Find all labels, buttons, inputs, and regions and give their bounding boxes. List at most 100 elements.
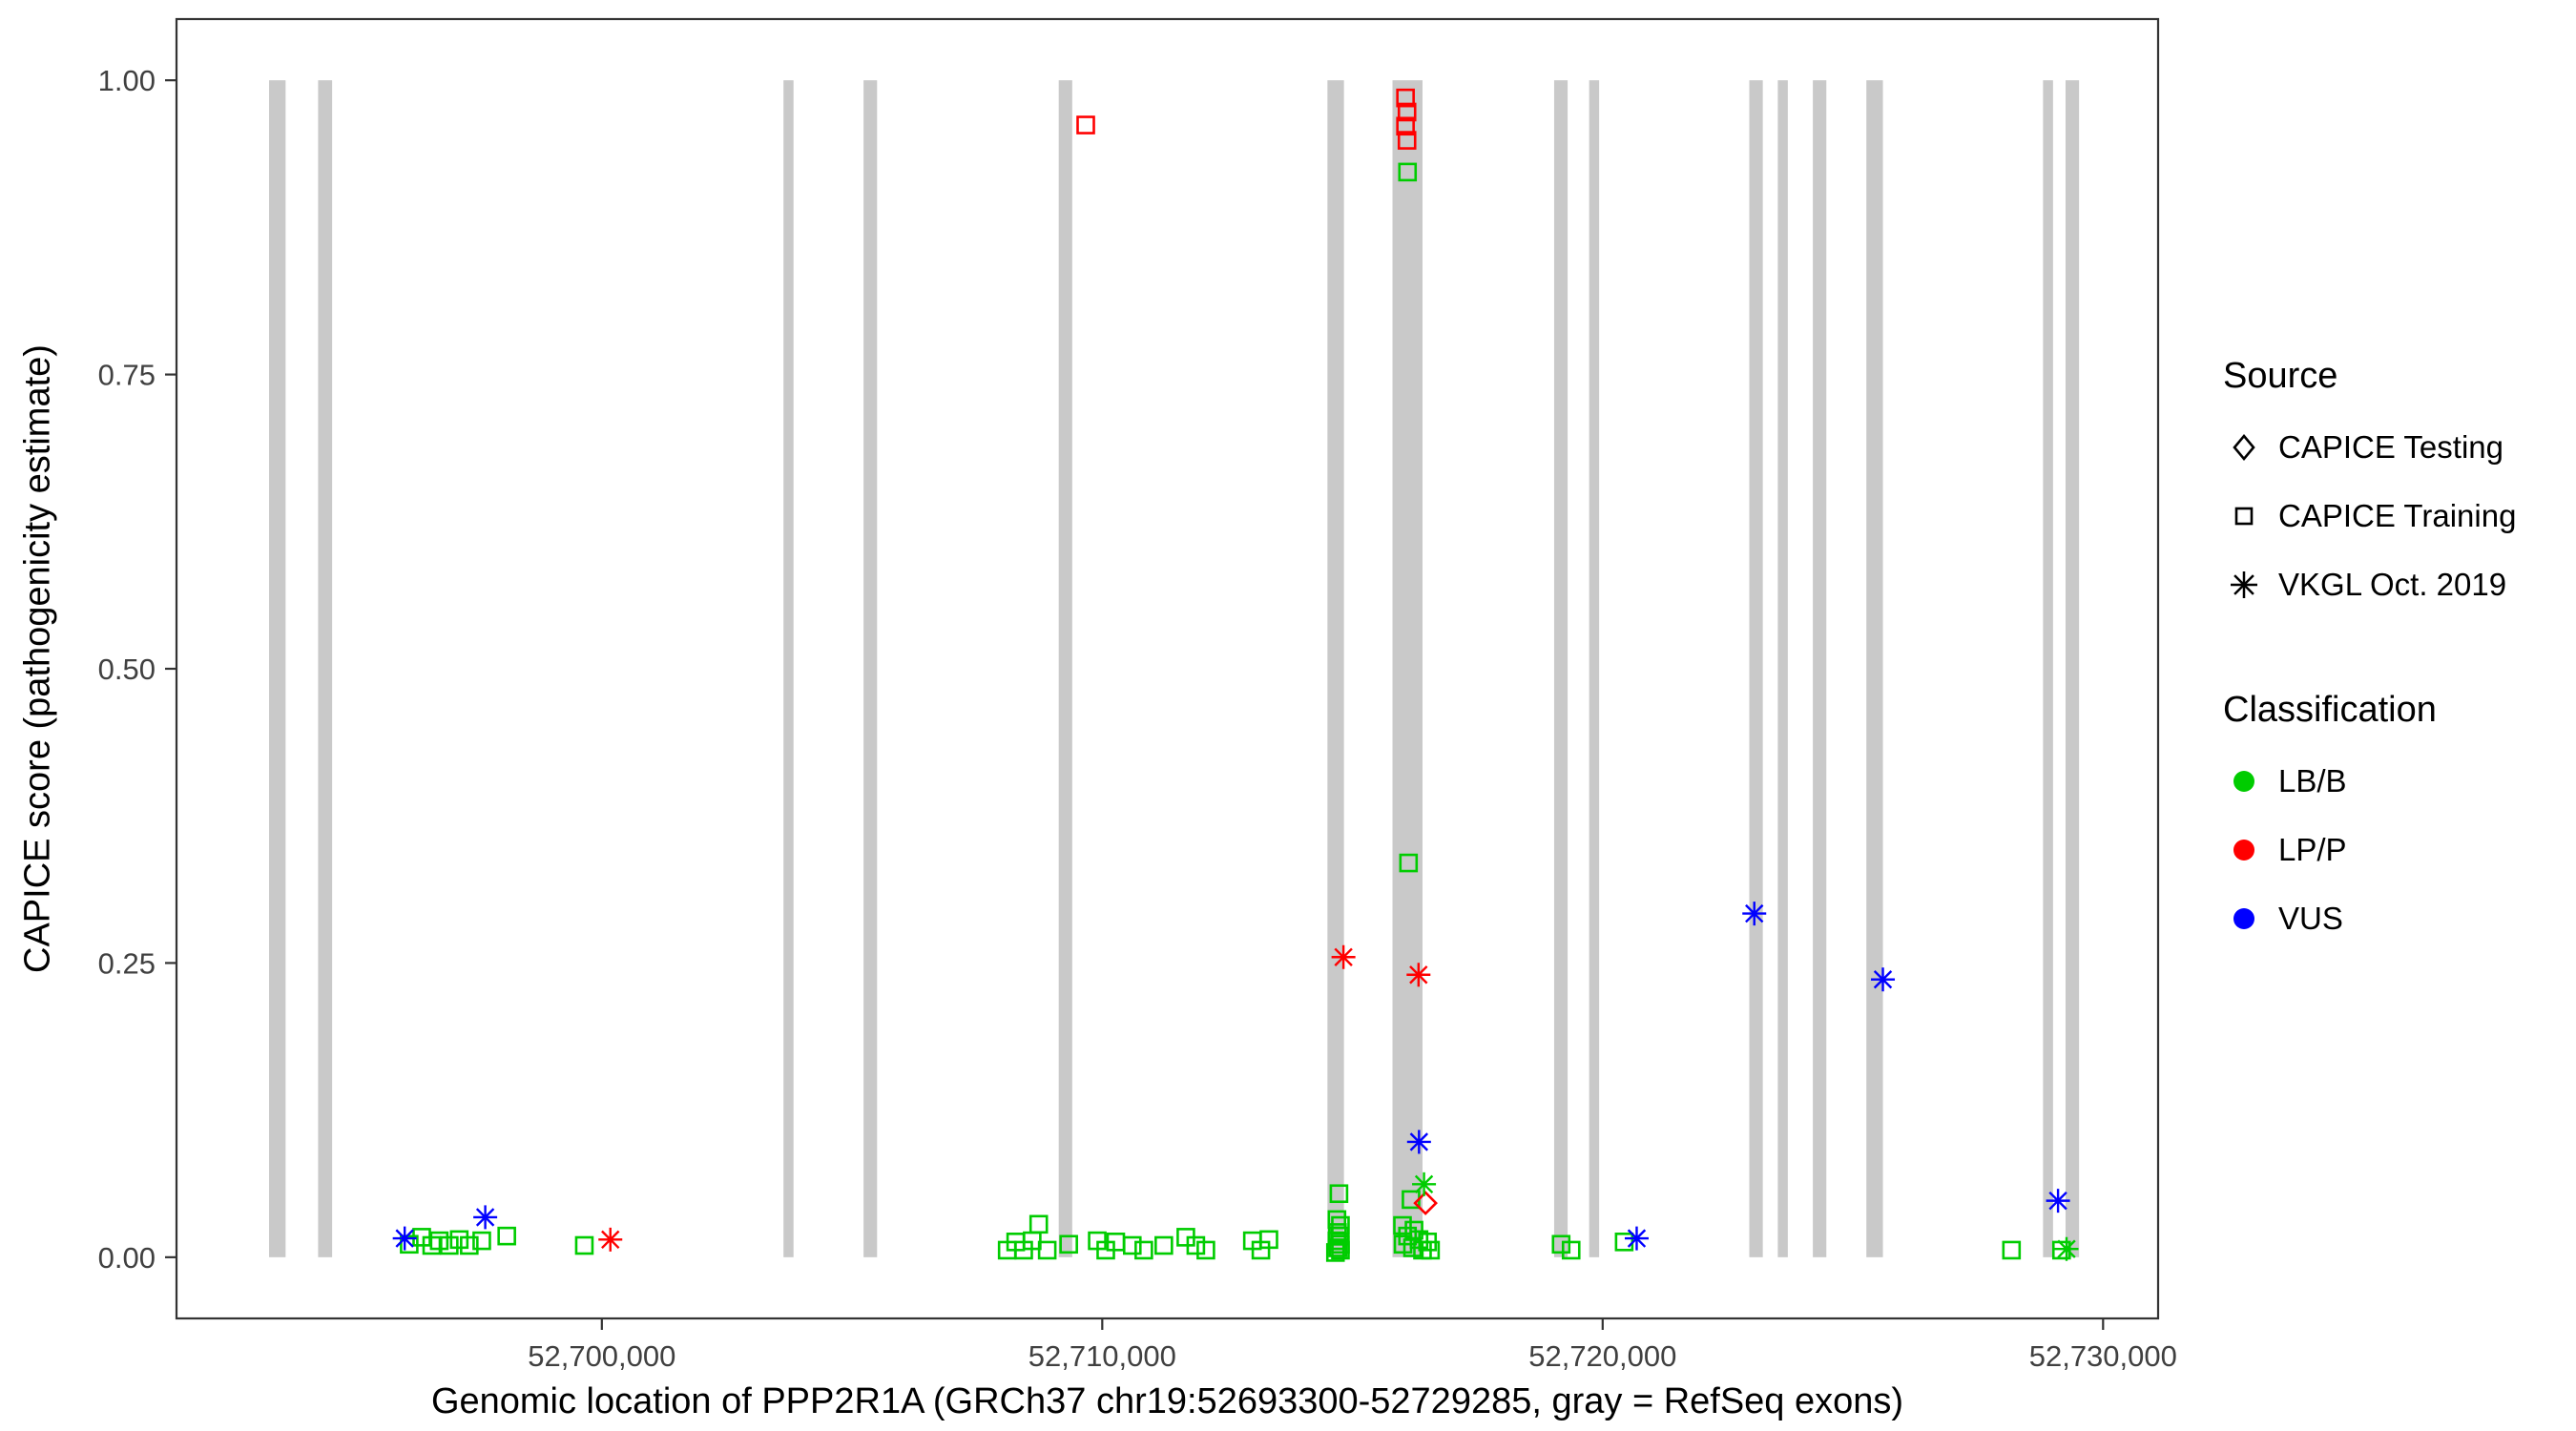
exon-bar <box>2065 80 2080 1257</box>
data-point-square <box>1122 1235 1142 1255</box>
legend-group-classification: Classification LB/B LP/P <box>2223 687 2566 941</box>
y-tick-label: 0.50 <box>98 653 156 686</box>
data-point-square <box>574 1235 594 1255</box>
green-dot-icon <box>2223 760 2265 802</box>
data-point-square <box>440 1235 459 1255</box>
data-point-square <box>1037 1240 1057 1260</box>
data-point-square <box>1399 853 1419 873</box>
blue-dot-icon <box>2223 898 2265 940</box>
data-point-square <box>497 1226 516 1246</box>
exon-bar <box>1553 80 1568 1257</box>
exon-bar <box>863 80 878 1257</box>
legend-group-source: Source CAPICE Testing CAPICE Training <box>2223 353 2566 607</box>
data-point-asterisk-ray <box>2057 1239 2076 1258</box>
data-point-diamond <box>1413 1191 1438 1215</box>
data-point-square <box>1186 1235 1206 1255</box>
exon-bar <box>783 80 794 1257</box>
y-tick-label: 0.75 <box>98 359 156 392</box>
y-tick-label: 0.25 <box>98 946 156 980</box>
diamond-shape-icon <box>2223 426 2265 468</box>
legend-item-lbb: LB/B <box>2223 759 2566 803</box>
data-point-square <box>1551 1234 1571 1255</box>
data-point-square <box>1393 1234 1413 1255</box>
data-point-square <box>1325 1243 1345 1262</box>
data-point-square <box>1396 88 1415 108</box>
data-point-asterisk-ray <box>395 1229 414 1248</box>
legend-item-capice-testing: CAPICE Testing <box>2223 425 2566 469</box>
data-point-asterisk-ray <box>1745 903 1764 923</box>
x-tick-label: 52,710,000 <box>1028 1339 1176 1373</box>
legend-label-capice-training: CAPICE Training <box>2278 498 2517 533</box>
data-point-asterisk-ray <box>475 1208 495 1227</box>
legend-label-vus: VUS <box>2278 901 2343 936</box>
legend-label-capice-testing: CAPICE Testing <box>2278 429 2503 465</box>
x-tick-label: 52,700,000 <box>528 1339 675 1373</box>
data-point-asterisk-ray <box>2048 1191 2067 1211</box>
exon-bar <box>1866 80 1883 1257</box>
legend-item-lpp: LP/P <box>2223 828 2566 872</box>
data-point-square <box>1059 1234 1078 1255</box>
data-point-square <box>1259 1230 1278 1250</box>
legend-label-lpp: LP/P <box>2278 832 2347 867</box>
data-point-square <box>429 1231 449 1251</box>
exon-bar <box>1058 80 1072 1257</box>
data-point-square <box>1329 1184 1349 1204</box>
data-point-square <box>1393 1215 1412 1235</box>
data-point-square <box>1404 1220 1423 1240</box>
data-point-asterisk-ray <box>1409 965 1428 985</box>
data-point-square <box>1397 102 1417 122</box>
y-tick-label: 0.00 <box>98 1241 156 1275</box>
data-point-square <box>1196 1240 1215 1260</box>
data-point-square <box>1134 1240 1153 1260</box>
data-point-square <box>1328 1238 1348 1257</box>
data-point-square <box>1614 1233 1634 1252</box>
asterisk-shape-icon <box>2223 564 2265 606</box>
exon-bar <box>1813 80 1827 1257</box>
x-tick-label: 52,720,000 <box>1528 1339 1676 1373</box>
legend-classification-title: Classification <box>2223 690 2437 730</box>
data-point-square <box>1398 162 1418 182</box>
data-point-asterisk-ray <box>601 1230 620 1250</box>
legend-item-vus: VUS <box>2223 897 2566 941</box>
red-dot-icon <box>2223 829 2265 871</box>
legend-label-vkgl: VKGL Oct. 2019 <box>2278 567 2507 602</box>
legend-item-vkgl: VKGL Oct. 2019 <box>2223 563 2566 607</box>
legend-label-lbb: LB/B <box>2278 763 2347 798</box>
legend-item-capice-training: CAPICE Training <box>2223 494 2566 538</box>
data-point-asterisk-ray <box>1627 1229 1647 1248</box>
data-point-square <box>1421 1240 1441 1260</box>
x-axis-title: Genomic location of PPP2R1A (GRCh37 chr1… <box>430 1381 1904 1421</box>
exon-bar <box>2043 80 2053 1257</box>
exon-bar <box>1749 80 1763 1257</box>
data-point-square <box>1331 1240 1350 1260</box>
exon-bar <box>1589 80 1600 1257</box>
exon-bar <box>1777 80 1788 1257</box>
panel-border <box>175 17 2160 1320</box>
data-point-square <box>1396 116 1415 136</box>
data-point-square <box>1028 1214 1049 1234</box>
data-point-square <box>1154 1235 1174 1255</box>
data-point-asterisk-ray <box>1414 1174 1434 1194</box>
legend-source-title: Source <box>2223 356 2338 396</box>
legend: Source CAPICE Testing CAPICE Training <box>2223 353 2566 965</box>
y-axis-title: CAPICE score (pathogenicity estimate) <box>17 344 58 974</box>
data-point-square <box>1397 131 1417 150</box>
data-point-square <box>449 1230 469 1250</box>
x-tick-label: 52,730,000 <box>2029 1339 2177 1373</box>
data-point-square <box>1561 1240 1581 1260</box>
exon-bar <box>318 80 333 1257</box>
exon-bar <box>1392 80 1423 1257</box>
data-point-square <box>460 1235 479 1255</box>
data-point-asterisk-ray <box>1334 947 1353 966</box>
data-point-square <box>2051 1240 2071 1260</box>
y-tick-label: 1.00 <box>98 64 156 97</box>
data-point-asterisk-ray <box>1873 970 1893 989</box>
exon-bar <box>269 80 286 1257</box>
data-point-square <box>2002 1240 2022 1260</box>
data-point-asterisk-ray <box>1409 1132 1429 1151</box>
data-point-square <box>472 1231 491 1251</box>
exon-bar <box>1327 80 1344 1257</box>
data-point-square <box>1076 115 1095 135</box>
